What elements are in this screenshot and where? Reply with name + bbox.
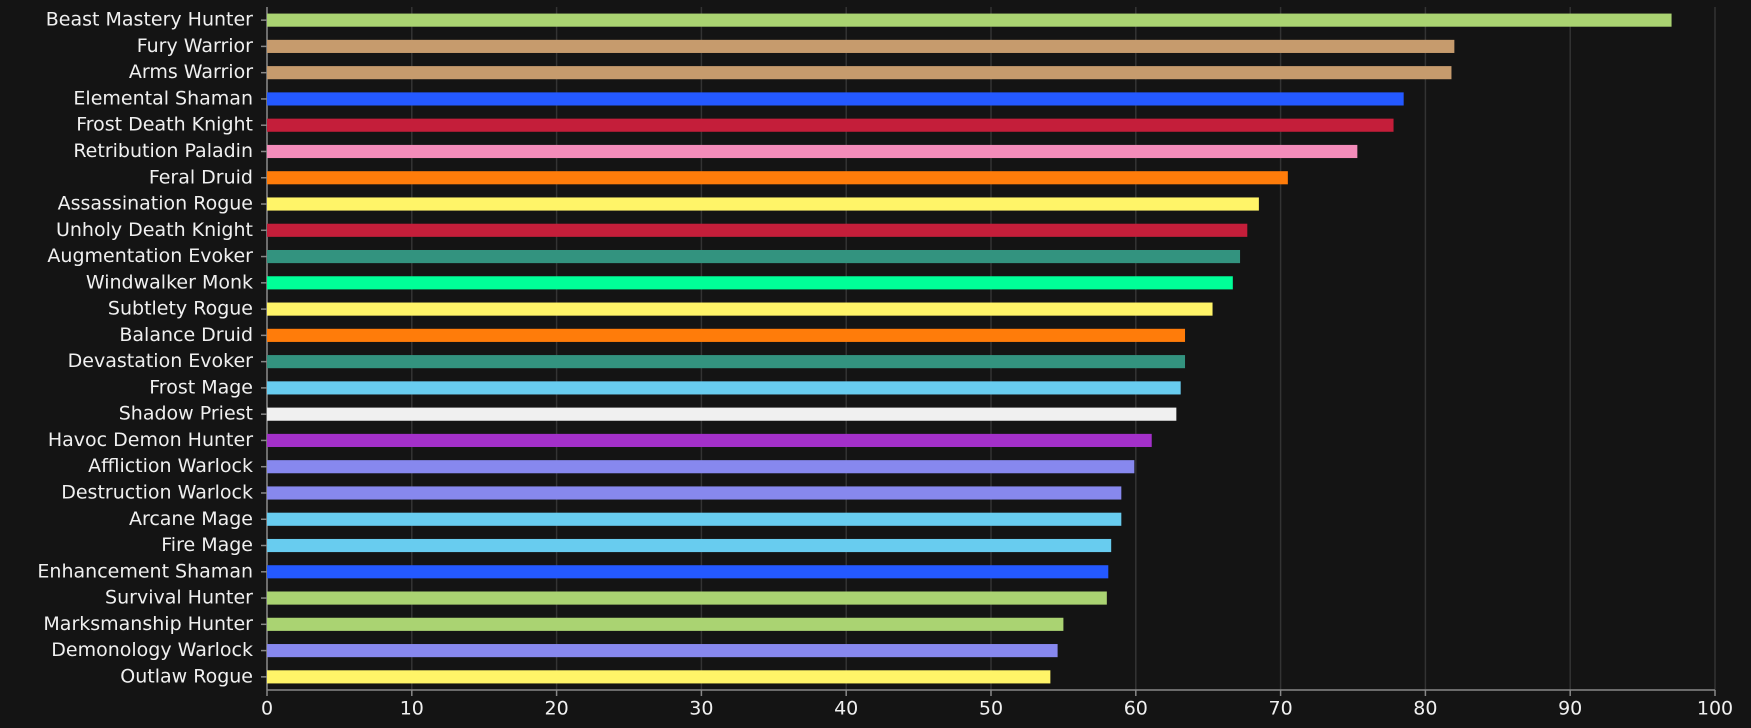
y-tick-label: Elemental Shaman (73, 87, 253, 109)
y-tick-label: Frost Mage (149, 376, 253, 398)
x-tick-label: 50 (979, 698, 1003, 720)
y-tick-label: Windwalker Monk (86, 271, 253, 293)
bar (267, 512, 1122, 526)
y-tick-label: Fury Warrior (137, 35, 253, 57)
y-tick-label: Outlaw Rogue (120, 665, 253, 687)
bar (267, 223, 1248, 237)
y-tick-label: Feral Druid (149, 166, 253, 188)
x-tick-label: 0 (261, 698, 273, 720)
y-tick-label: Enhancement Shaman (37, 560, 253, 582)
y-tick-label: Balance Druid (119, 324, 253, 346)
bar (267, 538, 1112, 553)
y-tick-label: Shadow Priest (119, 403, 253, 425)
x-tick-label: 20 (545, 698, 569, 720)
y-tick-label: Marksmanship Hunter (43, 613, 253, 635)
bar (267, 644, 1058, 658)
bar (267, 355, 1186, 369)
bar (267, 92, 1404, 106)
bar (267, 13, 1672, 27)
bar (267, 144, 1358, 159)
y-tick-label: Unholy Death Knight (56, 219, 253, 241)
bar (267, 617, 1064, 631)
y-tick-label: Subtlety Rogue (108, 298, 253, 320)
x-tick-label: 30 (689, 698, 713, 720)
y-tick-label: Retribution Paladin (73, 140, 253, 162)
y-tick-label: Havoc Demon Hunter (48, 429, 253, 451)
y-tick-label: Assassination Rogue (58, 193, 253, 215)
bar (267, 460, 1135, 474)
bar (267, 433, 1152, 448)
bar (267, 118, 1394, 132)
y-tick-label: Affliction Warlock (88, 455, 253, 477)
bar (267, 328, 1186, 342)
y-tick-label: Frost Death Knight (76, 114, 253, 136)
y-tick-label: Augmentation Evoker (47, 245, 253, 267)
x-tick-label: 90 (1558, 698, 1582, 720)
bar (267, 670, 1051, 684)
y-tick-label: Devastation Evoker (68, 350, 254, 372)
y-tick-label: Destruction Warlock (61, 481, 253, 503)
bar (267, 171, 1288, 185)
bar (267, 565, 1109, 579)
y-tick-label: Beast Mastery Hunter (46, 9, 253, 31)
bar (267, 39, 1455, 53)
bar (267, 591, 1107, 605)
x-tick-label: 80 (1413, 698, 1437, 720)
bar (267, 486, 1122, 500)
bar (267, 302, 1213, 316)
x-tick-label: 100 (1697, 698, 1733, 720)
bar (267, 249, 1241, 264)
y-tick-label: Arms Warrior (129, 61, 253, 83)
x-tick-label: 60 (1124, 698, 1148, 720)
y-tick-label: Arcane Mage (129, 508, 253, 530)
x-tick-label: 10 (400, 698, 424, 720)
y-tick-label: Demonology Warlock (51, 639, 253, 661)
bar (267, 276, 1233, 290)
bar (267, 381, 1181, 395)
bar (267, 66, 1452, 80)
x-tick-label: 70 (1269, 698, 1293, 720)
y-tick-label: Fire Mage (161, 534, 253, 556)
x-tick-label: 40 (834, 698, 858, 720)
y-tick-label: Survival Hunter (105, 587, 253, 609)
bar (267, 197, 1259, 211)
bar (267, 407, 1177, 421)
